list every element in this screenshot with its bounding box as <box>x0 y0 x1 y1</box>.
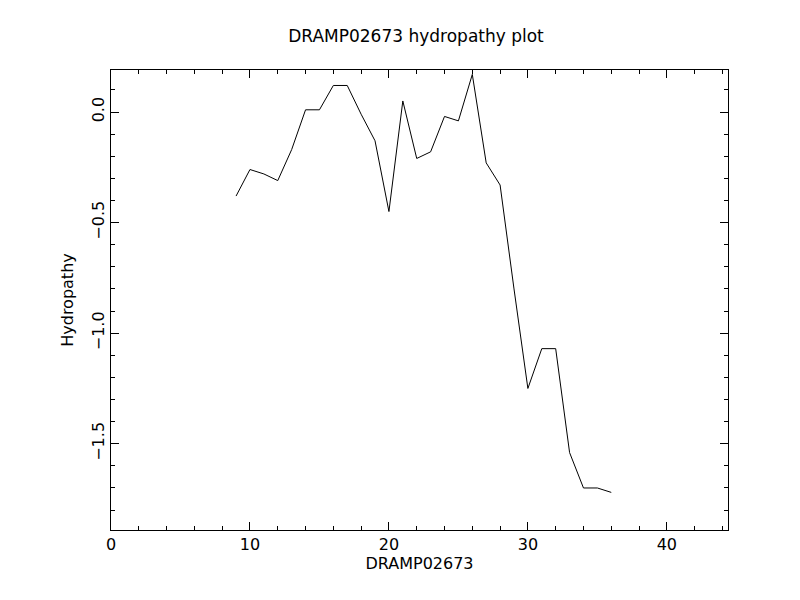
svg-text:−1.5: −1.5 <box>89 422 108 461</box>
svg-text:30: 30 <box>518 535 538 554</box>
svg-text:10: 10 <box>240 535 260 554</box>
svg-text:20: 20 <box>379 535 399 554</box>
svg-text:0: 0 <box>106 535 116 554</box>
svg-text:DRAMP02673 hydropathy plot: DRAMP02673 hydropathy plot <box>288 26 544 46</box>
svg-text:−0.5: −0.5 <box>89 201 108 240</box>
svg-text:40: 40 <box>657 535 677 554</box>
svg-text:−1.0: −1.0 <box>89 311 108 350</box>
svg-text:Hydropathy: Hydropathy <box>58 253 77 347</box>
svg-text:0.0: 0.0 <box>89 97 108 122</box>
svg-text:DRAMP02673: DRAMP02673 <box>365 554 473 573</box>
